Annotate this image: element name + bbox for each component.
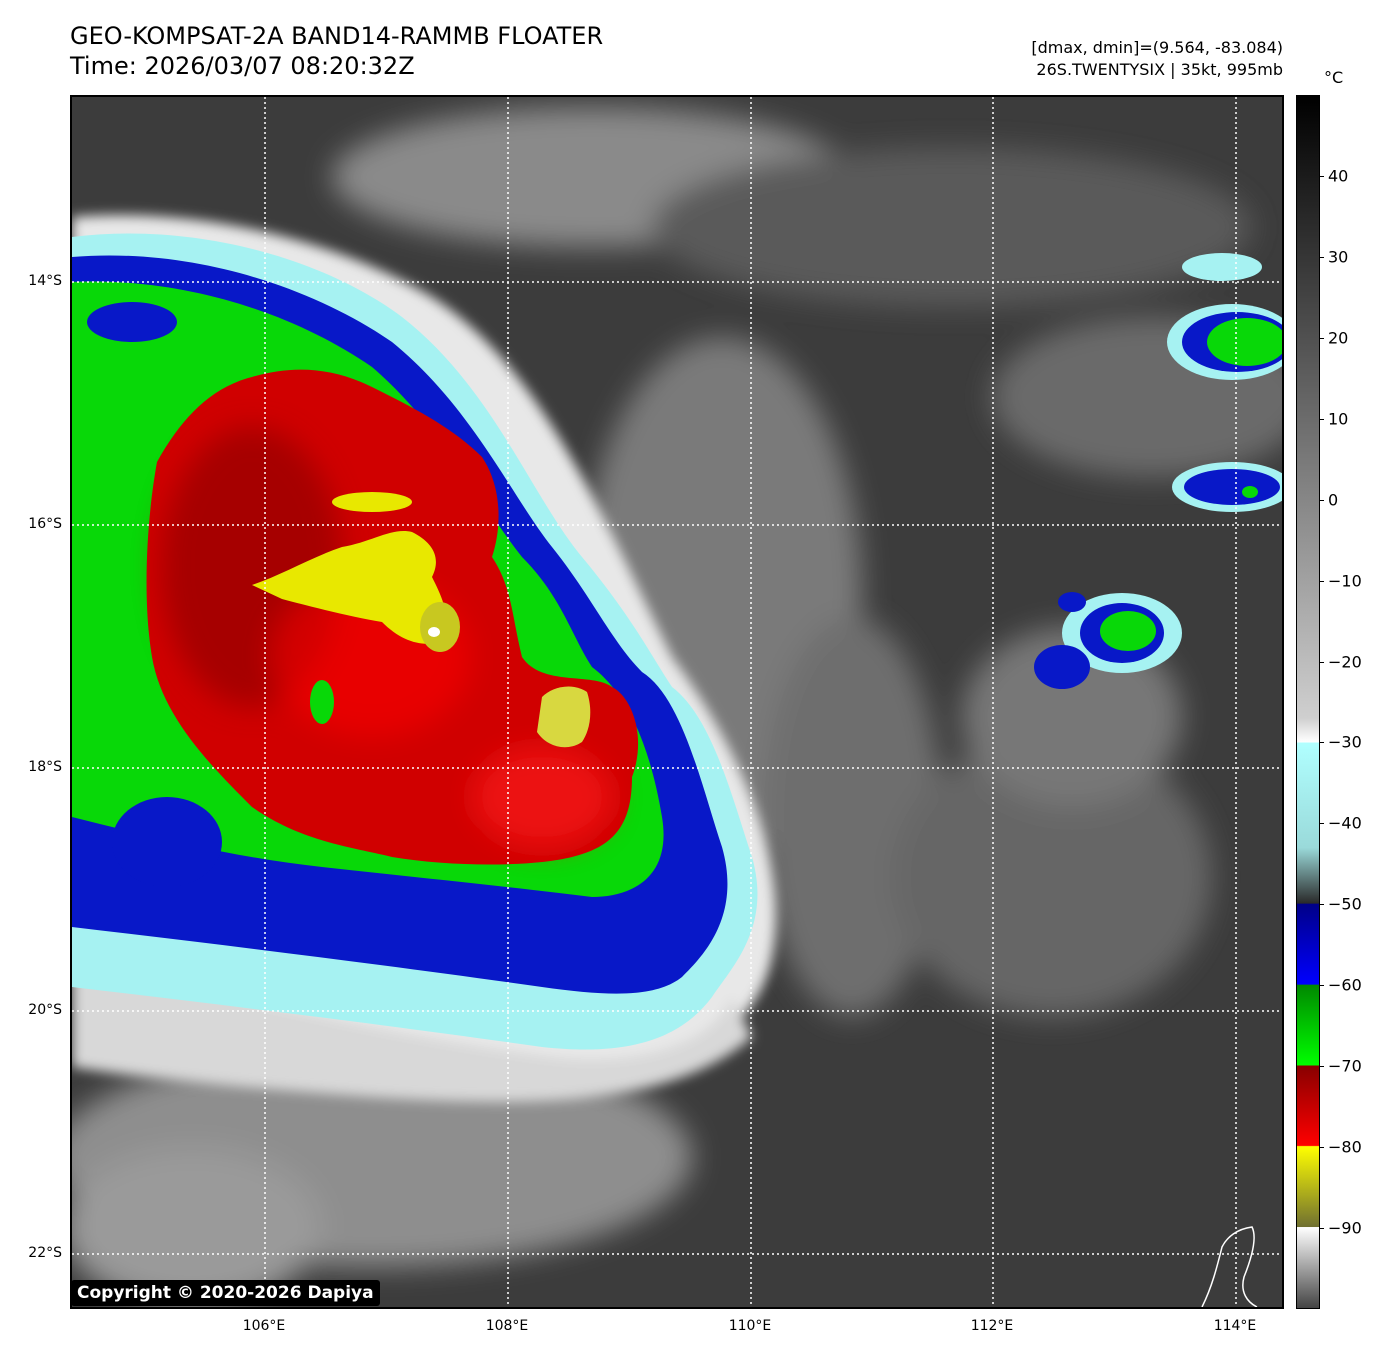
colorbar-tickmark — [1320, 499, 1324, 501]
lat-label-22s: 22°S — [28, 1245, 62, 1261]
colorbar-tickmark — [1320, 823, 1324, 825]
colorbar-tick-label: 40 — [1328, 166, 1349, 186]
yellow-core — [537, 686, 591, 748]
colorbar-tickmark — [1320, 1147, 1324, 1149]
colorbar-tick-label: −20 — [1328, 652, 1362, 672]
lon-label-108e: 108°E — [485, 1318, 529, 1334]
colorbar-tick-label: −40 — [1328, 813, 1362, 833]
colorbar-tick-label: −10 — [1328, 571, 1362, 591]
lon-label-110e: 110°E — [728, 1318, 772, 1334]
map-time: Time: 2026/03/07 08:20:32Z — [70, 52, 415, 80]
colorbar-tickmark — [1320, 1228, 1324, 1230]
copyright-label: Copyright © 2020-2026 Dapiya — [71, 1280, 380, 1306]
colorbar-tick-label: −70 — [1328, 1056, 1362, 1076]
colorbar-tickmark — [1320, 175, 1324, 177]
colorbar-tickmark — [1320, 904, 1324, 906]
colorbar-tick-label: 30 — [1328, 247, 1349, 267]
colorbar-tick-label: 10 — [1328, 409, 1349, 429]
lat-label-18s: 18°S — [28, 759, 62, 775]
satellite-map — [70, 95, 1284, 1309]
colorbar-tick-label: 0 — [1328, 490, 1339, 510]
colorbar-tick-label: −50 — [1328, 894, 1362, 914]
lat-label-20s: 20°S — [28, 1002, 62, 1018]
colorbar-tick-label: 20 — [1328, 328, 1349, 348]
colorbar-tickmark — [1320, 337, 1324, 339]
colorbar — [1296, 95, 1320, 1309]
satellite-imagery — [72, 97, 1282, 1307]
storm-info: 26S.TWENTYSIX | 35kt, 995mb — [1036, 60, 1283, 79]
colorbar-unit: °C — [1324, 68, 1344, 87]
map-title: GEO-KOMPSAT-2A BAND14-RAMMB FLOATER — [70, 22, 604, 50]
blue-pocket — [112, 797, 222, 887]
colorbar-tickmark — [1320, 418, 1324, 420]
colorbar-tickmark — [1320, 1066, 1324, 1068]
lat-label-14s: 14°S — [28, 273, 62, 289]
east-cloud-cluster — [1034, 592, 1182, 689]
colorbar-tickmark — [1320, 580, 1324, 582]
green-blotch — [310, 680, 334, 724]
lon-label-112e: 112°E — [970, 1318, 1014, 1334]
lon-label-114e: 114°E — [1213, 1318, 1257, 1334]
blue-pocket — [87, 302, 177, 342]
yellow-core — [332, 492, 412, 512]
colorbar-tickmark — [1320, 985, 1324, 987]
lon-label-106e: 106°E — [242, 1318, 286, 1334]
yellow-core — [420, 602, 460, 652]
coldest-spot — [428, 627, 440, 637]
colorbar-tick-label: −30 — [1328, 732, 1362, 752]
colorbar-gradient — [1297, 96, 1319, 1308]
dmax-dmin-readout: [dmax, dmin]=(9.564, -83.084) — [1031, 38, 1283, 57]
colorbar-tick-label: −80 — [1328, 1137, 1362, 1157]
colorbar-tick-label: −90 — [1328, 1218, 1362, 1238]
graticule — [72, 97, 1282, 1307]
colorbar-tickmark — [1320, 661, 1324, 663]
colorbar-tickmark — [1320, 742, 1324, 744]
northeast-cloud-cluster — [1167, 253, 1282, 512]
lat-label-16s: 16°S — [28, 516, 62, 532]
gray-cloud-fields — [72, 107, 1282, 1307]
colorbar-tickmark — [1320, 256, 1324, 258]
colorbar-tick-label: −60 — [1328, 975, 1362, 995]
yellow-core — [252, 530, 447, 644]
coastline — [1201, 1226, 1258, 1307]
